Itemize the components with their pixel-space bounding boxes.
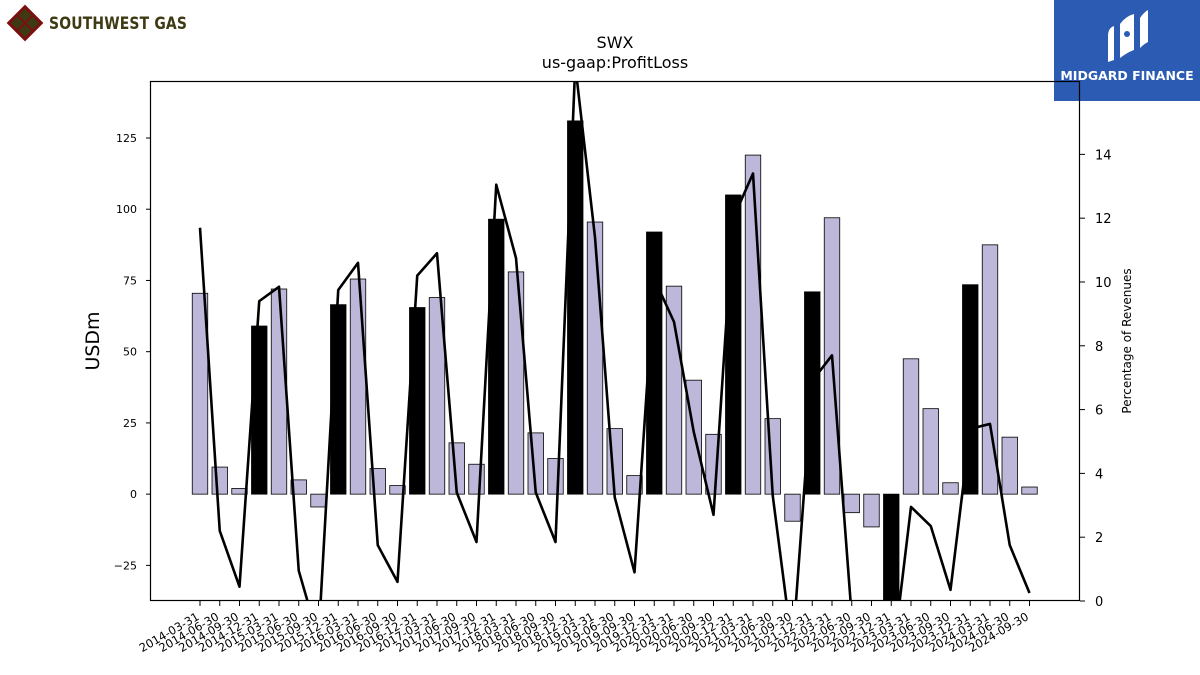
bar-2018-03-31	[507, 271, 525, 495]
plot-frame	[149, 80, 1081, 602]
y-tick-label: 75	[123, 274, 137, 287]
southwest-gas-logo: SOUTHWEST GAS	[4, 4, 194, 44]
chart-subtitle: us-gaap:ProfitLoss	[542, 53, 688, 72]
midgard-finance-logo: MIDGARD FINANCE	[1054, 0, 1200, 101]
bar-2020-03-31	[665, 285, 683, 495]
bar-2018-12-31	[567, 120, 584, 495]
y2-tick-label: 4	[1095, 467, 1103, 482]
y2-tick-label: 10	[1095, 276, 1112, 291]
y-axis-label: USDm	[82, 311, 104, 370]
southwest-gas-name: SOUTHWEST GAS	[49, 14, 188, 34]
percentage-line	[198, 81, 1031, 601]
bar-2019-09-30	[626, 475, 643, 495]
bar-2024-09-30	[1021, 486, 1038, 495]
y2-tick-label: 2	[1095, 531, 1103, 546]
y2-axis-label: Percentage of Revenues	[1120, 268, 1134, 413]
midgard-m-icon	[1108, 10, 1148, 62]
bar-2019-12-31	[646, 231, 663, 495]
bar-2024-06-30	[1001, 436, 1018, 495]
bar-2017-12-31	[488, 218, 505, 495]
bar-2016-12-31	[409, 307, 426, 495]
bar-2020-12-31	[725, 194, 742, 495]
y2-tick-label: 8	[1095, 340, 1103, 355]
y2-tick-label: 0	[1095, 595, 1103, 610]
y-tick-label: 50	[123, 346, 137, 359]
y-tick-label: 125	[116, 132, 137, 145]
y-tick-label: −25	[114, 559, 137, 572]
y2-tick-label: 6	[1095, 404, 1103, 419]
bar-2017-03-31	[428, 297, 446, 495]
y-tick-label: 100	[116, 203, 137, 216]
bar-2021-03-31	[744, 154, 762, 495]
right-axis: 0 2 4 6 8 10 12 14	[1080, 148, 1112, 610]
bar-2014-06-30	[211, 466, 228, 495]
diamond-lattice-icon	[6, 4, 44, 42]
bar-2018-09-30	[547, 458, 564, 495]
midgard-finance-name: MIDGARD FINANCE	[1060, 68, 1194, 83]
bar-2021-09-30	[784, 493, 801, 522]
bar-2015-09-30	[310, 493, 327, 508]
bar-2015-06-30	[290, 479, 307, 495]
bar-2015-03-31	[270, 288, 288, 495]
bar-2024-03-31	[981, 244, 999, 495]
bar-2014-03-31	[191, 292, 209, 495]
bar-2022-06-30	[843, 493, 860, 514]
bar-2014-12-31	[251, 325, 268, 495]
line-series	[198, 81, 1031, 601]
bar-2023-12-31	[962, 284, 979, 495]
y2-tick-label: 12	[1095, 212, 1112, 227]
bar-2016-09-30	[389, 485, 406, 495]
y-tick-label: 25	[123, 417, 137, 430]
left-axis: −25 0 25 50 75 100 125	[114, 132, 151, 572]
bar-2022-09-30	[863, 493, 880, 528]
x-axis: 2014-03-312014-06-302014-09-302014-12-31…	[137, 601, 1031, 655]
bar-2023-06-30	[922, 408, 939, 495]
bar-2023-03-31	[902, 358, 920, 495]
bar-2017-09-30	[468, 463, 485, 495]
y2-tick-label: 14	[1095, 148, 1112, 163]
bar-2016-03-31	[349, 278, 367, 495]
bar-series	[191, 120, 1038, 601]
bar-2019-03-31	[586, 221, 604, 495]
bar-2022-12-31	[883, 493, 900, 601]
bar-2023-09-30	[942, 482, 959, 495]
y-tick-label: 0	[130, 488, 137, 501]
chart-title: SWX	[597, 33, 634, 52]
